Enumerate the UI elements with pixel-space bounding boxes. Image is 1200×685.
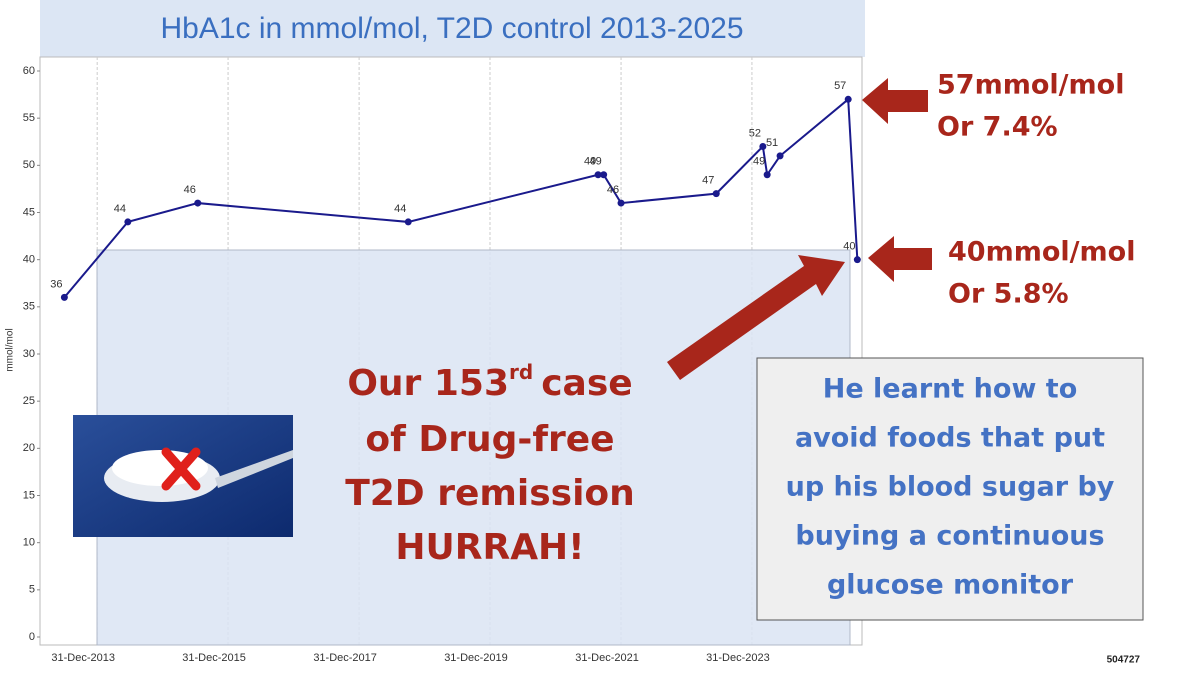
data-label: 52 [749, 127, 761, 139]
y-tick-label: 5 [29, 584, 35, 596]
y-tick-label: 15 [23, 489, 35, 501]
data-point [600, 171, 608, 179]
chart-title: HbA1c in mmol/mol, T2D control 2013-2025 [160, 12, 743, 45]
data-point [617, 199, 625, 207]
note-text: He learnt how to [823, 374, 1078, 405]
y-tick-label: 35 [23, 301, 35, 313]
data-label: 46 [184, 184, 196, 196]
data-label: 57 [834, 80, 846, 92]
data-point [194, 199, 202, 207]
annotation: 40mmol/mol [948, 237, 1135, 268]
data-label: 51 [766, 137, 778, 149]
arrow [868, 236, 932, 282]
data-label: 44 [114, 203, 126, 215]
data-label: 49 [590, 156, 602, 168]
headline-text: Our 153 [347, 363, 509, 404]
x-tick-label: 31-Dec-2015 [182, 652, 246, 664]
arrow [862, 78, 928, 124]
y-tick-label: 55 [23, 112, 35, 124]
headline-text: case [541, 363, 632, 404]
y-tick-label: 30 [23, 348, 35, 360]
data-label: 49 [753, 156, 765, 168]
data-point [124, 218, 132, 226]
id-label: 504727 [1107, 655, 1141, 666]
data-point [594, 171, 602, 179]
x-tick-label: 31-Dec-2019 [444, 652, 508, 664]
data-label: 44 [394, 203, 406, 215]
y-tick-label: 20 [23, 442, 35, 454]
y-tick-label: 10 [23, 537, 35, 549]
data-point [776, 152, 784, 160]
y-tick-label: 40 [23, 254, 35, 266]
headline: Our 153rd case [347, 360, 632, 405]
note-text: up his blood sugar by [786, 472, 1115, 503]
data-point [759, 142, 767, 150]
note-text: avoid foods that put [795, 423, 1105, 454]
y-tick-label: 0 [29, 631, 35, 643]
note-text: buying a continuous [795, 521, 1104, 552]
headline-sup: rd [509, 360, 533, 384]
title-band [40, 0, 865, 57]
x-tick-label: 31-Dec-2021 [575, 652, 639, 664]
data-point [853, 256, 861, 264]
data-label: 49 [584, 156, 596, 168]
data-label: 46 [607, 184, 619, 196]
y-tick-label: 60 [23, 65, 35, 77]
data-point [712, 190, 720, 198]
y-tick-label: 25 [23, 395, 35, 407]
data-point [763, 171, 771, 179]
arrow [667, 255, 845, 380]
sugar-image [73, 415, 293, 537]
x-tick-label: 31-Dec-2023 [706, 652, 770, 664]
annotation: Or 5.8% [948, 279, 1069, 310]
data-label: 36 [50, 278, 62, 290]
headline: of Drug-free [365, 419, 614, 460]
note-text: glucose monitor [827, 570, 1074, 601]
headline: T2D remission [345, 473, 635, 514]
y-axis-label: mmol/mol [5, 328, 16, 371]
annotation: Or 7.4% [937, 112, 1058, 143]
annotation: 57mmol/mol [937, 70, 1124, 101]
data-point [844, 95, 852, 103]
x-tick-label: 31-Dec-2017 [313, 652, 377, 664]
data-label: 40 [843, 241, 855, 253]
y-tick-label: 50 [23, 159, 35, 171]
data-point [60, 293, 68, 301]
y-tick-label: 45 [23, 206, 35, 218]
data-label: 47 [702, 175, 714, 187]
headline: HURRAH! [395, 527, 584, 568]
x-tick-label: 31-Dec-2013 [51, 652, 115, 664]
note-box [756, 357, 1144, 621]
data-point [404, 218, 412, 226]
